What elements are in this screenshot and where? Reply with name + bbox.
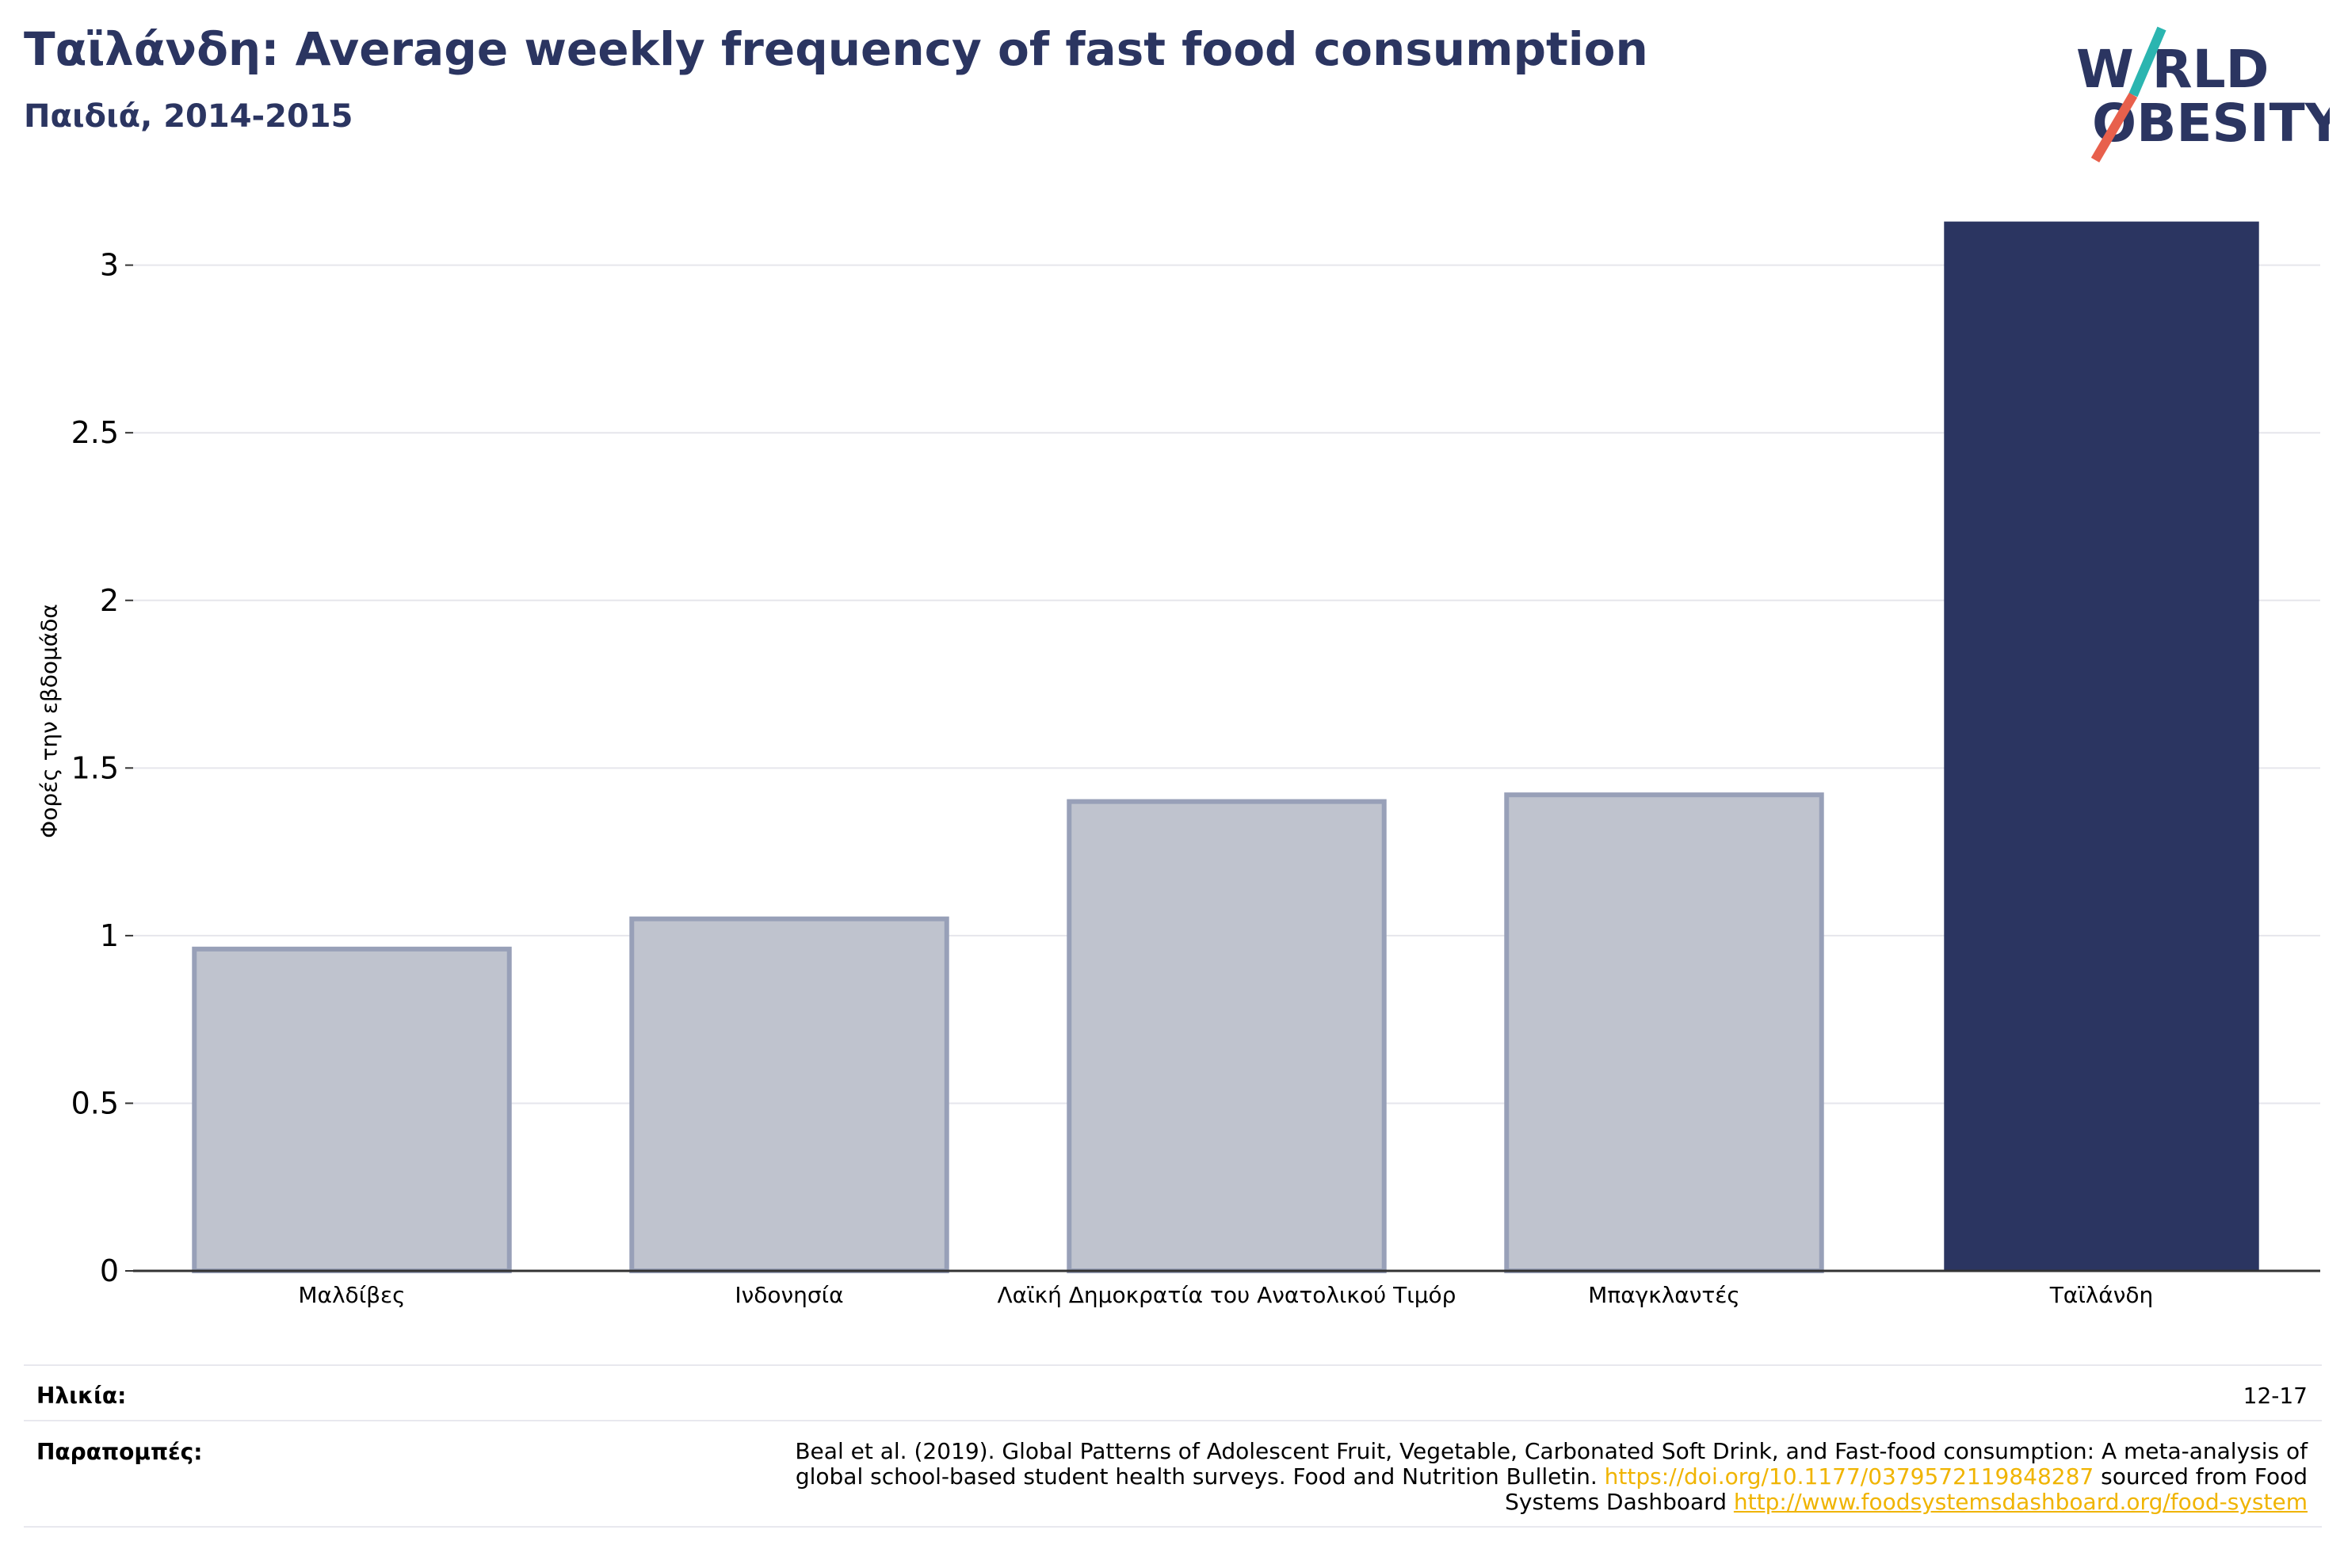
x-tick-label: Μπαγκλαντές	[1588, 1282, 1740, 1308]
y-tick-label: 3	[100, 248, 119, 283]
bar	[1067, 799, 1387, 1273]
bar	[1504, 792, 1824, 1273]
x-tick-label: Λαϊκή Δημοκρατία του Ανατολικού Τιμόρ	[998, 1282, 1456, 1308]
reference-text-1: Beal et al. (2019). Global Patterns of A…	[795, 1438, 2308, 1490]
footer-divider-top	[24, 1364, 2322, 1366]
age-value: 12-17	[2243, 1383, 2308, 1409]
y-tick-label: 1.5	[71, 750, 119, 785]
chart-subtitle: Παιδιά, 2014-2015	[24, 98, 353, 135]
bar	[1944, 221, 2259, 1271]
x-tick-label: Ταϊλάνδη	[2049, 1282, 2154, 1308]
footer-divider-mid	[24, 1420, 2322, 1421]
y-tick-label: 0	[100, 1253, 119, 1288]
reference-text-2: sourced from Food Systems Dashboard	[1505, 1463, 2308, 1515]
x-tick-label: Μαλδίβες	[298, 1282, 405, 1308]
world-obesity-logo: W RLD OBESITY	[2076, 26, 2330, 163]
y-tick-label: 2	[100, 583, 119, 618]
y-tick-label: 2.5	[71, 415, 119, 450]
dashboard-link[interactable]: http://www.foodsystemsdashboard.org/food…	[1733, 1489, 2308, 1515]
bar	[192, 946, 512, 1274]
logo-slash-top	[2128, 26, 2166, 97]
logo-line1: W RLD	[2076, 39, 2269, 100]
references-label: Παραπομπές:	[36, 1439, 203, 1465]
x-tick-label: Ινδονησία	[735, 1282, 843, 1308]
references-text: Beal et al. (2019). Global Patterns of A…	[723, 1439, 2308, 1515]
y-tick-label: 0.5	[71, 1085, 119, 1120]
chart-title: Ταϊλάνδη: Average weekly frequency of fa…	[24, 22, 1648, 76]
age-label: Ηλικία:	[36, 1383, 127, 1409]
footer-divider-bottom	[24, 1526, 2322, 1528]
doi-link[interactable]: https://doi.org/10.1177/0379572119848287	[1604, 1463, 2094, 1490]
y-axis-label: Φορές την εβδομάδα	[36, 604, 63, 838]
bar-chart: 0 0.5 1 1.5 2 2.5 3 Μαλδίβες Ινδονησία Λαϊκή Δημο…	[71, 221, 2320, 1308]
bar	[629, 916, 949, 1273]
y-tick-label: 1	[100, 918, 119, 953]
logo-slash-bottom	[2090, 92, 2138, 163]
